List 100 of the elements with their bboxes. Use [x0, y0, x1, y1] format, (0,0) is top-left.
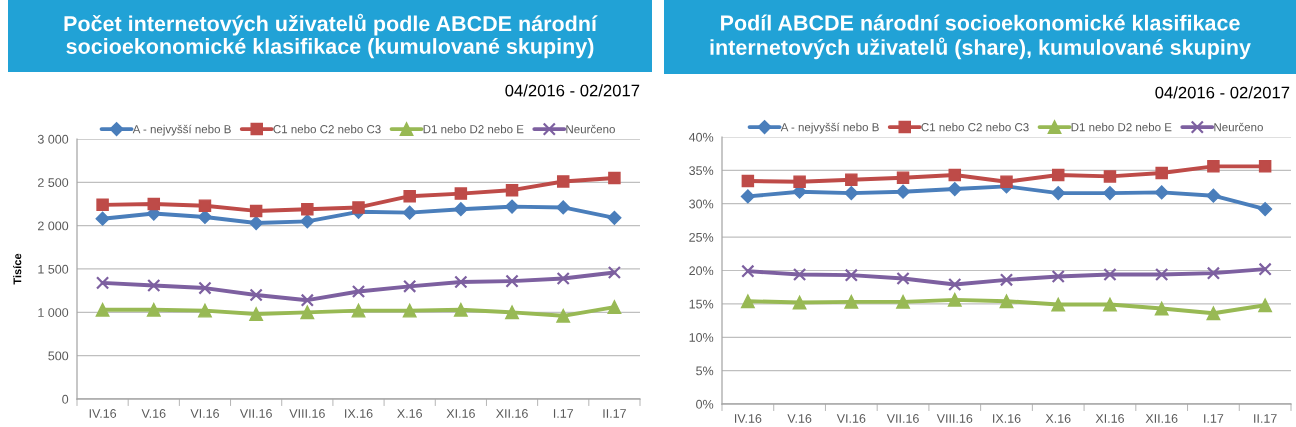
x-tick-label: IX.16 [345, 409, 373, 418]
point [844, 294, 859, 309]
point [948, 277, 962, 292]
point [505, 274, 519, 288]
y-tick-label: 0% [696, 399, 714, 409]
point [1051, 168, 1065, 182]
point [95, 276, 110, 290]
point [741, 174, 755, 188]
point [844, 185, 859, 201]
point [300, 293, 314, 307]
point [351, 284, 366, 299]
point [1103, 170, 1117, 183]
point [403, 189, 416, 203]
point [351, 303, 366, 318]
x-tick-label: V.16 [787, 414, 812, 423]
x-tick-label: IV.16 [89, 409, 117, 418]
x-tick-label: VIII.16 [289, 409, 325, 418]
y-axis-title: Tisíce [13, 253, 22, 285]
point [1103, 297, 1117, 312]
point [1206, 306, 1221, 321]
point [402, 303, 417, 318]
point [1051, 185, 1066, 201]
legend-label: C1 nebo C2 nebo C3 [921, 122, 1029, 132]
point [1258, 160, 1272, 173]
point [845, 173, 858, 186]
legend-label: Neurčeno [1214, 122, 1263, 132]
point [301, 202, 314, 216]
chart-title: Podíl ABCDE národní socioekonomické klasifikace internetových uživatelů (share), kumulované skupiny [710, 14, 1251, 60]
x-tick-label: II.17 [603, 409, 626, 418]
point [505, 183, 519, 197]
y-tick-label: 15% [689, 299, 714, 309]
point [198, 281, 212, 295]
point [607, 210, 622, 225]
point [844, 268, 858, 282]
x-tick-label: I.17 [553, 409, 574, 418]
point [402, 205, 417, 220]
point [947, 292, 962, 307]
point [607, 265, 622, 280]
point [300, 214, 315, 229]
x-tick-label: VIII.16 [936, 414, 973, 423]
point [999, 273, 1014, 287]
point [793, 175, 806, 188]
point [249, 288, 263, 302]
point [147, 197, 161, 211]
point [1258, 202, 1273, 217]
legend-label: A - nejvyšší nebo B [132, 124, 231, 136]
x-tick-label: XII.16 [496, 409, 528, 418]
y-tick-label: 10% [689, 333, 714, 342]
point [249, 204, 263, 218]
legend-label: C1 nebo C2 nebo C3 [273, 124, 381, 134]
point [896, 271, 910, 286]
point [504, 199, 520, 214]
x-tick-label: X.16 [397, 409, 422, 418]
x-tick-label: VII.16 [886, 414, 919, 423]
point [403, 279, 417, 293]
point [95, 302, 110, 317]
point [198, 303, 212, 318]
x-tick-label: VI.16 [190, 409, 219, 418]
point [1206, 188, 1221, 203]
point [556, 200, 571, 215]
point [895, 184, 911, 199]
y-tick-label: 3 000 [37, 134, 69, 144]
point [947, 181, 962, 197]
y-tick-label: 5% [696, 366, 714, 376]
point [146, 302, 161, 317]
chart-title: Počet internetových uživatelů podle ABCDE národní socioekonomické klasifikace (kumulované skupiny) [64, 13, 598, 59]
x-tick-label: XI.16 [1095, 414, 1124, 423]
point [96, 198, 109, 212]
y-tick-label: 2 500 [38, 178, 69, 187]
point [454, 187, 468, 200]
x-tick-label: I.17 [1204, 414, 1224, 423]
point [1154, 301, 1169, 316]
y-tick-label: 500 [48, 351, 69, 361]
y-tick-label: 25% [689, 232, 714, 242]
point [1051, 269, 1065, 284]
point [1102, 185, 1118, 201]
y-tick-label: 2 000 [38, 221, 69, 231]
point [1258, 298, 1273, 313]
point [147, 278, 161, 293]
point [896, 171, 910, 184]
text: 04/2016 - 02/2017 [505, 84, 640, 97]
point [896, 294, 910, 309]
point [505, 305, 519, 320]
y-tick-label: 40% [688, 132, 714, 142]
x-tick-label: IV.16 [735, 414, 762, 423]
point [198, 199, 212, 212]
text: 04/2016 - 02/2017 [1155, 86, 1290, 99]
point [999, 294, 1014, 309]
legend-label: A - nejvyšší nebo B [780, 122, 879, 134]
legend-label: D1 nebo D2 nebo E [1071, 122, 1172, 132]
y-tick-label: 1 500 [38, 264, 69, 274]
point [1154, 185, 1169, 200]
y-tick-label: 30% [689, 199, 714, 209]
point [1258, 262, 1272, 276]
point [1155, 267, 1169, 282]
point [740, 189, 755, 204]
x-tick-label: VI.16 [836, 414, 866, 423]
point [792, 267, 807, 282]
point [300, 305, 315, 320]
point [1103, 267, 1117, 282]
